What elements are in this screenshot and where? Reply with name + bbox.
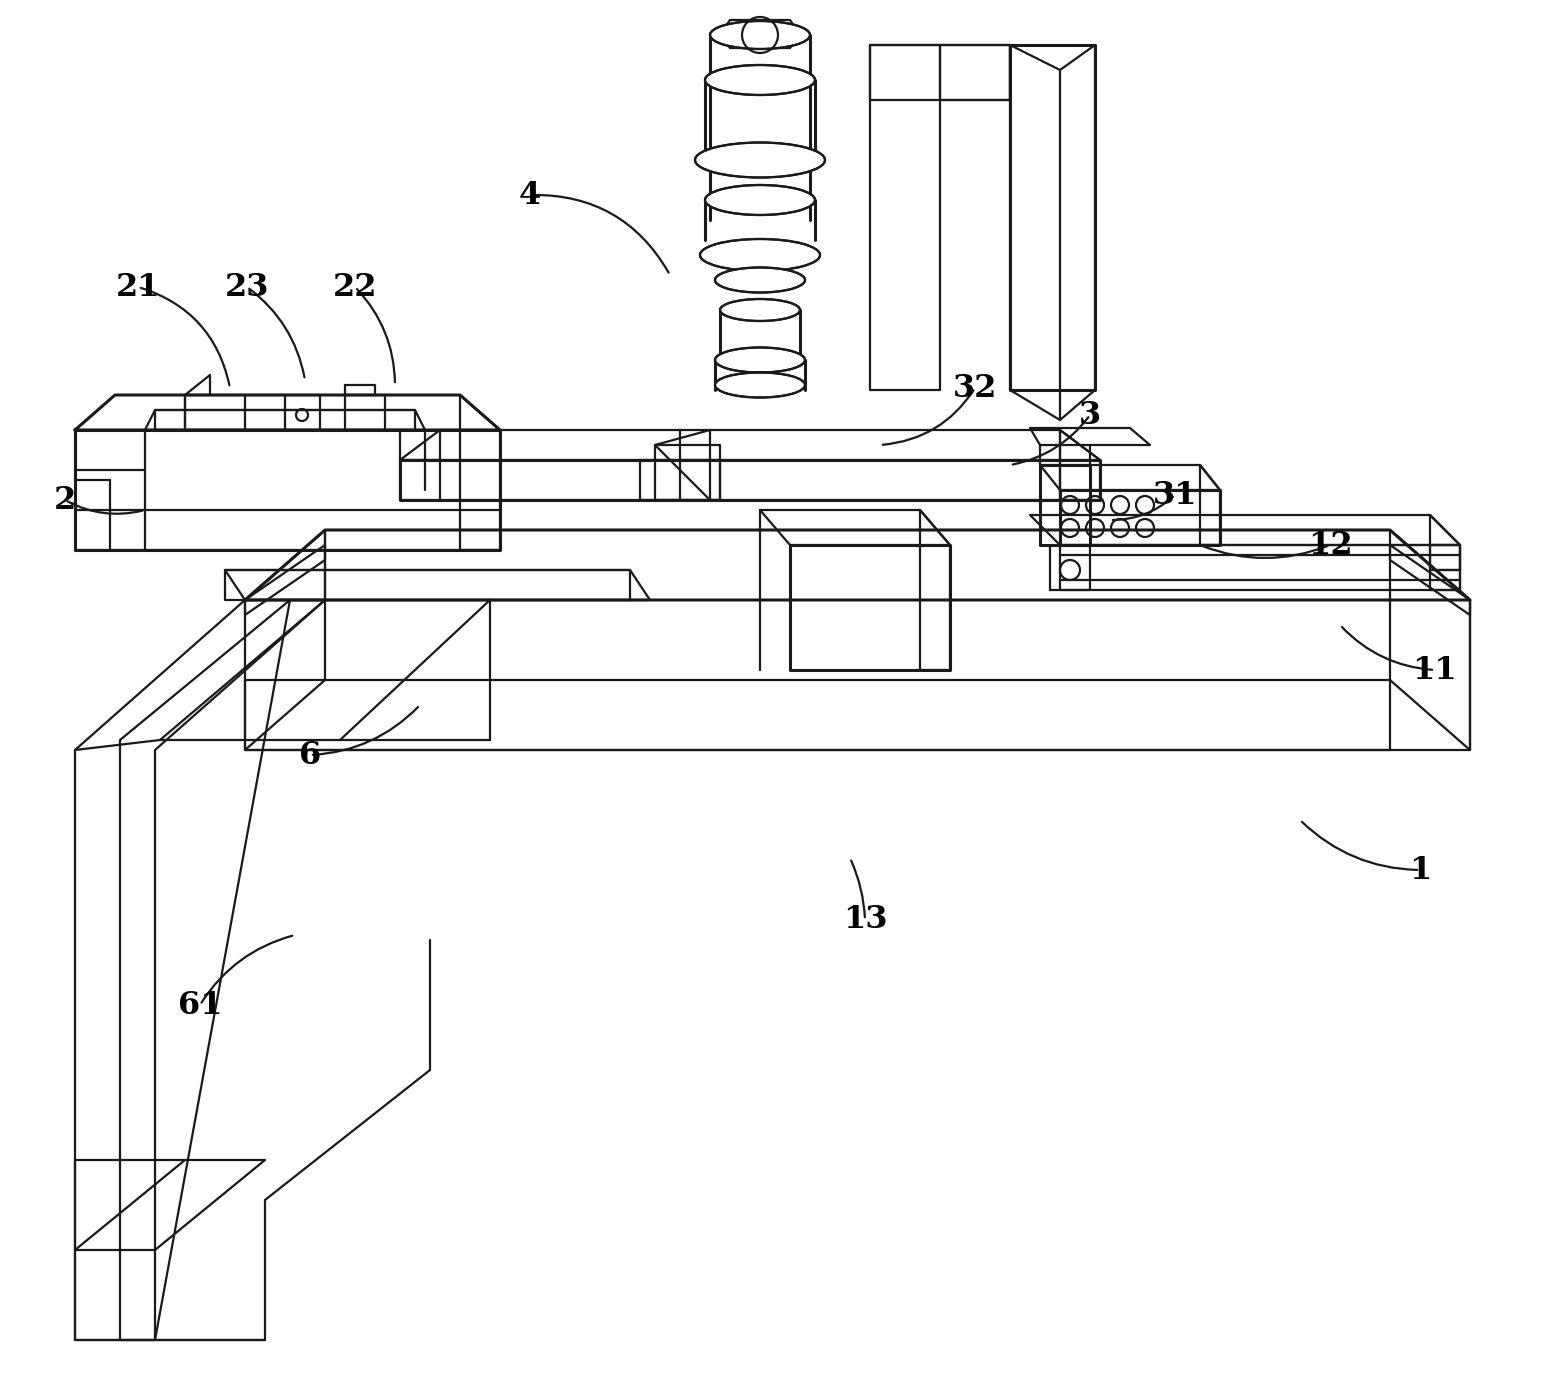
Text: 13: 13 [842,905,887,935]
Text: 31: 31 [1153,480,1197,510]
Ellipse shape [694,143,826,178]
Ellipse shape [710,21,810,49]
Ellipse shape [714,348,805,373]
Ellipse shape [701,239,819,271]
Ellipse shape [714,373,805,398]
Text: 2: 2 [54,485,76,516]
Text: 61: 61 [177,990,222,1020]
Text: 11: 11 [1413,655,1458,685]
Text: 4: 4 [518,179,542,210]
Text: 23: 23 [225,271,268,303]
Ellipse shape [721,299,799,321]
Text: 12: 12 [1307,530,1352,560]
Text: 3: 3 [1079,399,1102,431]
Text: 22: 22 [333,271,376,303]
Text: 6: 6 [299,739,321,770]
Ellipse shape [705,185,815,215]
Ellipse shape [714,267,805,292]
Ellipse shape [705,65,815,95]
Text: 32: 32 [954,373,997,403]
Text: 21: 21 [116,271,160,303]
Text: 1: 1 [1409,855,1432,885]
